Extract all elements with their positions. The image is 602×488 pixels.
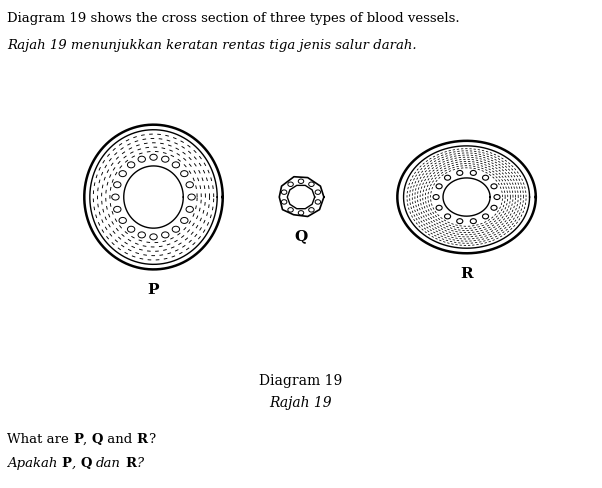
Text: R: R — [125, 456, 136, 469]
Text: ,: , — [72, 456, 80, 469]
Text: What are: What are — [7, 432, 73, 445]
Text: R: R — [137, 432, 147, 445]
Text: Diagram 19 shows the cross section of three types of blood vessels.: Diagram 19 shows the cross section of th… — [7, 12, 460, 25]
Text: P: P — [62, 456, 72, 469]
Text: Diagram 19: Diagram 19 — [259, 373, 343, 387]
Text: ,: , — [83, 432, 92, 445]
Text: Q: Q — [294, 228, 308, 243]
Text: Q: Q — [80, 456, 92, 469]
Text: P: P — [147, 282, 160, 296]
Text: and: and — [103, 432, 137, 445]
Text: Rajah 19: Rajah 19 — [270, 395, 332, 409]
Text: Rajah 19 menunjukkan keratan rentas tiga jenis salur darah.: Rajah 19 menunjukkan keratan rentas tiga… — [7, 39, 417, 52]
Text: Q: Q — [92, 432, 103, 445]
Text: ?: ? — [136, 456, 143, 469]
Text: P: P — [73, 432, 83, 445]
Text: Apakah: Apakah — [7, 456, 62, 469]
Text: ?: ? — [147, 432, 155, 445]
Text: dan: dan — [96, 456, 121, 469]
Text: R: R — [461, 266, 473, 280]
